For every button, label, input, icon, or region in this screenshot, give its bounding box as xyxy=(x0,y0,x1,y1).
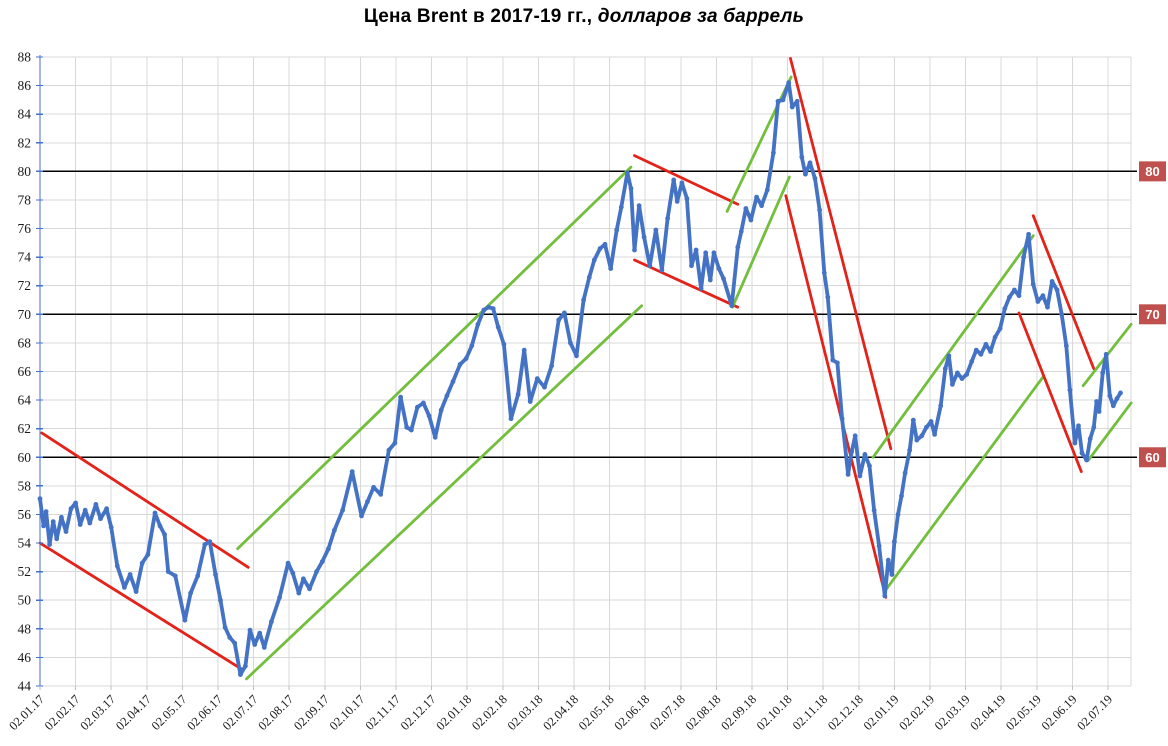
y-tick-label: 84 xyxy=(18,107,32,122)
chart-title-sub: долларов за баррель xyxy=(592,6,805,27)
x-tick-label: 02.06.17 xyxy=(184,692,225,733)
x-tick-label: 02.08.17 xyxy=(255,692,296,733)
y-tick-label: 62 xyxy=(18,421,32,436)
trend-up-aug-oct-2018-lower xyxy=(731,175,791,309)
x-axis-tick-labels: 02.01.1702.02.1702.03.1702.04.1702.05.17… xyxy=(6,686,1115,733)
y-axis xyxy=(36,55,43,688)
reference-badges: 80 70 60 xyxy=(1139,161,1166,468)
trend-up-2017-18-upper xyxy=(236,165,633,551)
y-axis-tick-labels: 88 86 84 82 80 78 76 74 72 70 68 66 64 62 60 58 56 54 52 50… xyxy=(18,50,32,694)
trend-down-q4-2018-upper xyxy=(789,57,893,451)
y-tick-label: 74 xyxy=(18,250,32,265)
y-tick-label: 46 xyxy=(18,650,32,665)
price-markers xyxy=(37,80,1123,677)
reference-badge-80: 80 xyxy=(1139,161,1166,182)
reference-badge-70: 70 xyxy=(1139,304,1166,325)
y-tick-label: 44 xyxy=(18,679,32,694)
trend-up-2019-lower xyxy=(885,375,1045,591)
reference-badge-label: 60 xyxy=(1145,450,1159,465)
x-tick-label: 02.08.18 xyxy=(683,692,724,733)
x-tick-label: 02.01.18 xyxy=(433,692,474,733)
x-tick-label: 02.07.19 xyxy=(1074,692,1115,733)
x-tick-label: 02.05.19 xyxy=(1003,692,1044,733)
y-tick-label: 58 xyxy=(18,478,32,493)
x-tick-label: 02.11.17 xyxy=(363,692,404,733)
trend-down-2017-upper xyxy=(40,431,250,569)
trend-down-2017-lower xyxy=(38,541,243,671)
x-tick-label: 02.02.18 xyxy=(469,692,510,733)
x-tick-label: 02.05.17 xyxy=(149,692,190,733)
y-tick-label: 60 xyxy=(18,450,32,465)
x-tick-label: 02.01.19 xyxy=(861,692,902,733)
y-tick-label: 64 xyxy=(18,393,32,408)
trend-down-may-jun-2019-lower xyxy=(1017,311,1083,473)
x-tick-label: 02.03.18 xyxy=(505,692,546,733)
trend-up-2019-upper xyxy=(871,234,1035,459)
y-tick-label: 80 xyxy=(18,164,32,179)
x-tick-label: 02.12.18 xyxy=(825,692,866,733)
trend-down-mid-2018-lower xyxy=(633,258,740,309)
x-tick-label: 02.02.19 xyxy=(896,692,937,733)
x-tick-label: 02.06.19 xyxy=(1039,692,1080,733)
reference-badge-60: 60 xyxy=(1139,447,1166,468)
x-tick-label: 02.11.18 xyxy=(790,692,831,733)
chart-title: Цена Brent в 2017-19 гг., долларов за ба… xyxy=(0,6,1168,28)
x-tick-label: 02.04.17 xyxy=(113,692,154,733)
x-tick-label: 02.03.17 xyxy=(77,692,118,733)
y-tick-label: 54 xyxy=(18,536,32,551)
x-tick-label: 02.02.17 xyxy=(42,692,83,733)
x-tick-label: 02.04.18 xyxy=(540,692,581,733)
chart-title-main: Цена Brent в 2017-19 гг., xyxy=(363,6,593,27)
x-tick-label: 02.10.17 xyxy=(327,692,368,733)
y-tick-label: 88 xyxy=(18,50,32,65)
trend-up-2017-18-lower xyxy=(245,304,644,681)
reference-badge-label: 80 xyxy=(1145,164,1159,179)
trend-down-may-jun-2019-upper xyxy=(1031,214,1096,371)
x-tick-label: 02.09.17 xyxy=(291,692,332,733)
reference-badge-label: 70 xyxy=(1145,307,1159,322)
y-tick-label: 72 xyxy=(18,278,32,293)
x-tick-label: 02.10.18 xyxy=(754,692,795,733)
x-tick-label: 02.01.17 xyxy=(6,692,47,733)
y-tick-label: 86 xyxy=(18,78,32,93)
x-tick-label: 02.03.19 xyxy=(932,692,973,733)
reference-lines xyxy=(40,170,1137,458)
y-tick-label: 66 xyxy=(18,364,32,379)
trend-up-aug-oct-2018-upper xyxy=(725,75,793,213)
y-tick-label: 68 xyxy=(18,335,32,350)
x-tick-label: 02.06.18 xyxy=(611,692,652,733)
y-tick-label: 50 xyxy=(18,593,32,608)
y-tick-label: 78 xyxy=(18,192,32,207)
trend-down-mid-2018-upper xyxy=(633,154,740,206)
y-tick-label: 70 xyxy=(18,307,32,322)
x-tick-label: 02.05.18 xyxy=(576,692,617,733)
y-tick-label: 48 xyxy=(18,621,32,636)
x-tick-label: 02.07.18 xyxy=(647,692,688,733)
y-tick-label: 76 xyxy=(18,221,32,236)
x-tick-label: 02.07.17 xyxy=(220,692,261,733)
price-series xyxy=(37,80,1123,677)
y-tick-label: 56 xyxy=(18,507,32,522)
x-tick-label: 02.09.18 xyxy=(718,692,759,733)
x-tick-label: 02.12.17 xyxy=(398,692,439,733)
trend-down-q4-2018-lower xyxy=(784,194,888,599)
y-tick-label: 52 xyxy=(18,564,32,579)
trend-up-jul-2019-lower xyxy=(1087,401,1133,462)
x-tick-label: 02.04.19 xyxy=(967,692,1008,733)
y-tick-label: 82 xyxy=(18,135,32,150)
chart-gridlines xyxy=(39,56,1132,687)
